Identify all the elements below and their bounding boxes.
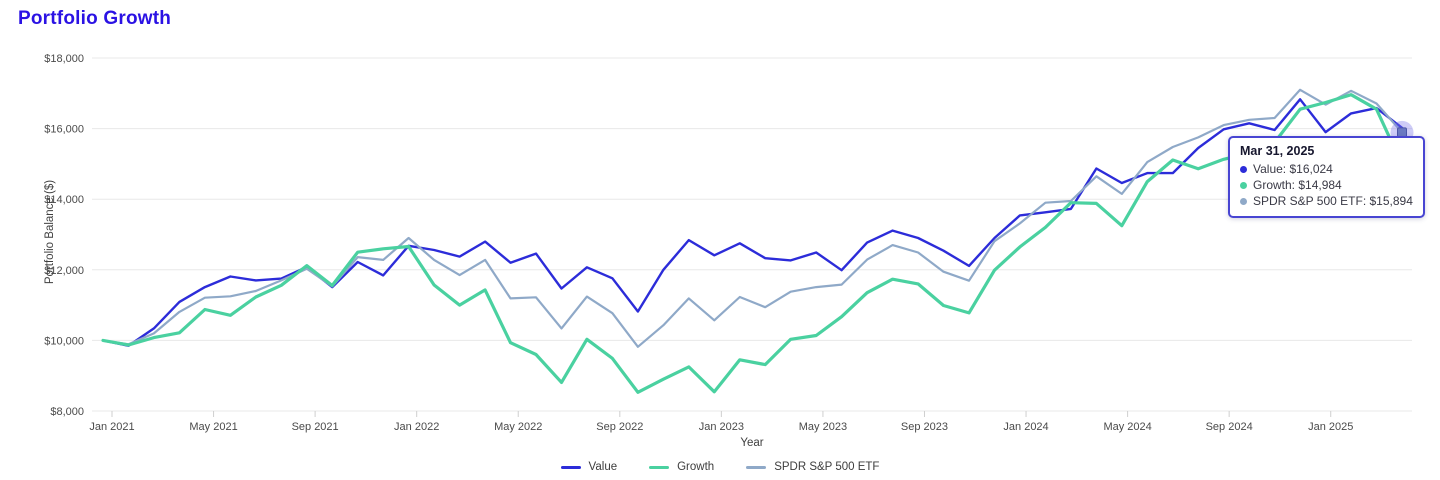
- series-line-value[interactable]: [101, 98, 1404, 347]
- y-tick-label: $16,000: [44, 124, 84, 136]
- tooltip-row-label: Value: $16,024: [1253, 162, 1333, 176]
- spdr-bullet-icon: [1240, 197, 1247, 205]
- tooltip-row-label: SPDR S&P 500 ETF: $15,894: [1253, 194, 1413, 208]
- chart-tooltip: Mar 31, 2025 Value: $16,024 Growth: $14,…: [1228, 136, 1425, 218]
- y-tick-label: $14,000: [44, 194, 84, 206]
- series-line-growth[interactable]: [101, 93, 1404, 394]
- y-tick-label: $18,000: [44, 53, 84, 65]
- tooltip-row-value: Value: $16,024: [1240, 161, 1413, 177]
- x-tick-label: Sep 2024: [1206, 421, 1253, 433]
- legend-item-growth[interactable]: Growth: [649, 461, 714, 473]
- page-title: Portfolio Growth: [18, 8, 172, 29]
- x-tick-label: Sep 2023: [901, 421, 948, 433]
- x-tick-label: Sep 2021: [292, 421, 339, 433]
- growth-bullet-icon: [1240, 181, 1247, 189]
- x-tick-label: May 2022: [494, 421, 542, 433]
- x-tick-label: Jan 2021: [89, 421, 134, 433]
- tooltip-row-label: Growth: $14,984: [1253, 178, 1342, 192]
- chart-legend: Value Growth SPDR S&P 500 ETF: [0, 461, 1440, 473]
- x-tick-label: May 2024: [1103, 421, 1151, 433]
- y-tick-label: $8,000: [50, 406, 84, 418]
- x-axis-title: Year: [740, 437, 763, 449]
- x-tick-label: Sep 2022: [596, 421, 643, 433]
- value-bullet-icon: [1240, 165, 1247, 173]
- legend-label: Value: [588, 461, 618, 473]
- y-axis-title: Portfolio Balance ($): [44, 180, 56, 284]
- tooltip-row-spdr: SPDR S&P 500 ETF: $15,894: [1240, 193, 1413, 209]
- growth-line-swatch-icon: [649, 465, 670, 469]
- y-tick-label: $12,000: [44, 265, 84, 277]
- legend-label: SPDR S&P 500 ETF: [774, 461, 880, 473]
- x-tick-label: May 2021: [189, 421, 237, 433]
- value-line-swatch-icon: [560, 465, 581, 469]
- x-tick-label: Jan 2025: [1308, 421, 1353, 433]
- x-tick-label: Jan 2024: [1003, 421, 1048, 433]
- x-tick-label: Jan 2023: [699, 421, 744, 433]
- legend-item-spdr[interactable]: SPDR S&P 500 ETF: [746, 461, 879, 473]
- y-tick-label: $10,000: [44, 335, 84, 347]
- legend-item-value[interactable]: Value: [560, 461, 618, 473]
- legend-label: Growth: [677, 461, 715, 473]
- tooltip-row-growth: Growth: $14,984: [1240, 177, 1413, 193]
- tooltip-date: Mar 31, 2025: [1240, 144, 1315, 158]
- x-tick-label: Jan 2022: [394, 421, 439, 433]
- spdr-line-swatch-icon: [746, 465, 767, 469]
- x-tick-label: May 2023: [799, 421, 847, 433]
